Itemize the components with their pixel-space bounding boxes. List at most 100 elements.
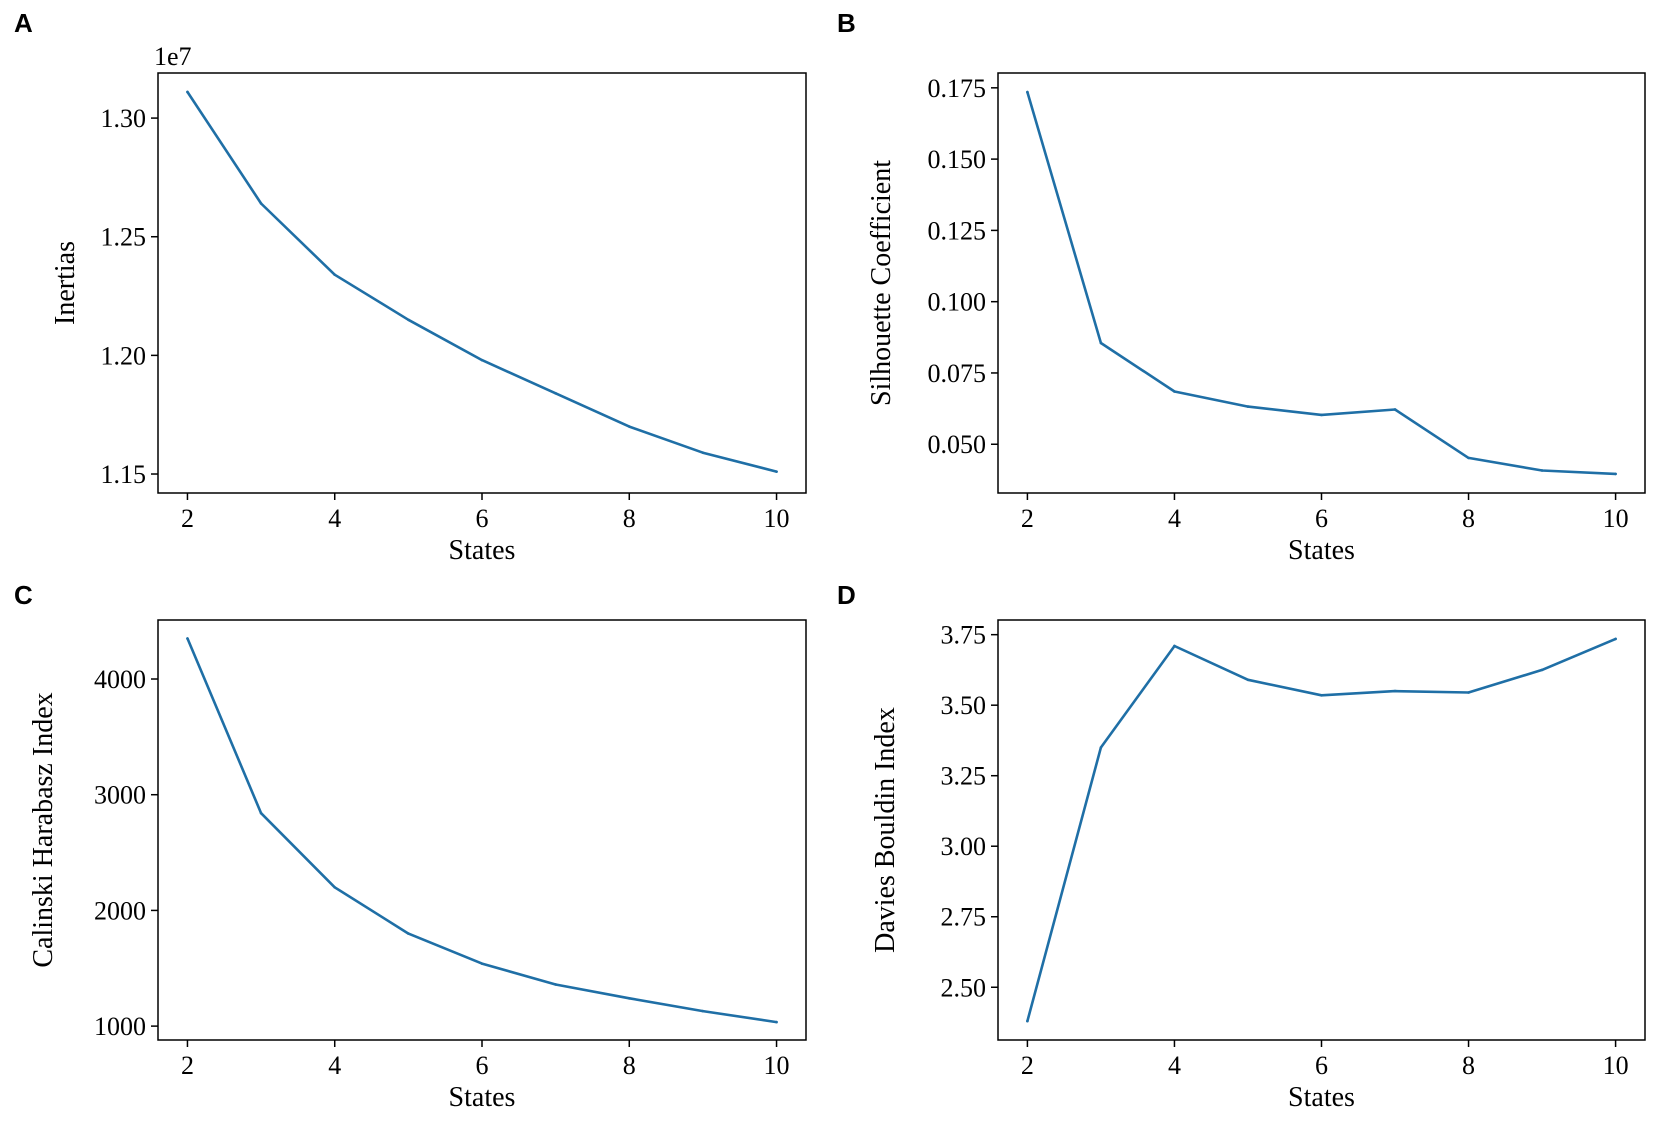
- panel-d-y-tick-label: 3.25: [941, 762, 987, 791]
- panel-b-series-line: [1026, 90, 1617, 476]
- panel-a-data-point: [333, 273, 337, 276]
- panel-b-y-tick-label: 0.150: [928, 145, 987, 174]
- panel-d-x-tick-label: 10: [1603, 1051, 1629, 1080]
- panel-d-data-point: [1099, 746, 1103, 749]
- panel-d-y-tick-label: 2.75: [941, 903, 987, 932]
- panel-d-y-tick-label: 2.50: [941, 973, 987, 1002]
- panel-b-data-point: [1393, 408, 1397, 411]
- panel-a-y-tick-label: 1.25: [101, 223, 147, 252]
- panel-c-data-point: [259, 811, 263, 815]
- panel-c-data-point: [186, 637, 189, 640]
- panel-b-data-point: [1026, 90, 1029, 94]
- panel-a-data-point: [480, 358, 484, 362]
- panel-b-x-tick-label: 8: [1462, 504, 1475, 533]
- panel-a-data-point: [407, 318, 410, 322]
- panel-a-data-point: [259, 202, 263, 205]
- panel-c-y-tick-label: 1000: [94, 1012, 146, 1041]
- panel-b-data-point: [1246, 405, 1250, 408]
- panel-a-y-axis-label: Inertias: [50, 241, 81, 325]
- panel-d-data-point: [1173, 644, 1176, 648]
- panel-b-x-tick-label: 4: [1168, 504, 1181, 533]
- panel-c-data-point: [407, 932, 410, 935]
- panel-b-data-point: [1099, 341, 1103, 345]
- panel-c-x-tick-label: 10: [764, 1051, 790, 1080]
- panel-b-y-tick-label: 0.075: [928, 359, 987, 388]
- panel-c-data-point: [333, 885, 337, 889]
- panel-c-x-axis-label: States: [449, 1082, 516, 1113]
- panel-d-data-point: [1467, 691, 1470, 694]
- panel-c-y-axis-label: Calinski Harabasz Index: [28, 692, 59, 967]
- panel-a-offset-text: 1e7: [154, 42, 192, 71]
- panel-b-data-point: [1173, 390, 1176, 393]
- panel-a-x-tick-label: 8: [623, 504, 636, 533]
- panel-a-data-point: [554, 392, 557, 395]
- panel-d-data-point: [1026, 1019, 1029, 1023]
- panel-d-x-tick-label: 4: [1168, 1051, 1181, 1080]
- panel-c-data-point: [480, 962, 484, 965]
- panel-a-y-tick-label: 1.20: [101, 341, 147, 370]
- panel-a-x-tick-label: 6: [476, 504, 489, 533]
- panel-a-x-tick-label: 4: [328, 504, 341, 533]
- panel-a-data-point: [186, 90, 189, 94]
- panel-a-x-tick-label: 2: [181, 504, 194, 533]
- panel-b-y-tick-label: 0.050: [928, 430, 987, 459]
- panel-c-x-tick-label: 6: [476, 1051, 489, 1080]
- panel-d-letter: D: [837, 580, 856, 610]
- panel-c-x-tick-label: 8: [623, 1051, 636, 1080]
- panel-d-data-point: [1393, 689, 1397, 693]
- panel-a-data-point: [701, 451, 705, 454]
- panel-b-y-axis-label: Silhouette Coefficient: [866, 160, 897, 406]
- panel-a-plot-frame: [157, 72, 807, 494]
- panel-b-plot-frame: [997, 72, 1646, 494]
- panel-b-data-point: [1614, 472, 1617, 476]
- panel-a-x-axis-label: States: [449, 535, 516, 566]
- panel-d-x-tick-label: 8: [1462, 1051, 1475, 1080]
- panel-c-plot-frame: [157, 619, 807, 1041]
- panel-a-x-tick-label: 10: [764, 504, 790, 533]
- panel-b-x-tick-label: 10: [1603, 504, 1629, 533]
- panel-b: B 2 4 6 8 10 0.050 0.075 0.100 0.125 0.150 0.175 St…: [837, 8, 1646, 566]
- panel-b-letter: B: [837, 8, 856, 38]
- panel-b-x-tick-label: 6: [1315, 504, 1328, 533]
- panel-c-letter: C: [14, 580, 33, 610]
- panel-c-x-tick-label: 4: [328, 1051, 341, 1080]
- panel-d: D 2 4 6 8 10 2.50 2.75 3.00 3.25 3.50 3.75 States Da…: [837, 580, 1646, 1113]
- panel-d-data-point: [1320, 694, 1323, 697]
- panel-a-y-tick-label: 1.30: [101, 104, 147, 133]
- panel-d-x-tick-label: 2: [1021, 1051, 1034, 1080]
- panel-c-data-point: [554, 983, 557, 986]
- panel-b-x-axis-label: States: [1288, 535, 1355, 566]
- panel-d-plot-frame: [997, 619, 1646, 1041]
- panel-a: A 2 4 6 8 10 1.15 1.20 1.25 1.30 States Inertias 1e…: [14, 8, 807, 566]
- panel-d-y-tick-label: 3.00: [941, 832, 987, 861]
- panel-d-y-tick-label: 3.50: [941, 691, 987, 720]
- panel-c-y-tick-label: 2000: [94, 896, 146, 925]
- panel-d-data-point: [1540, 668, 1544, 672]
- panel-c-data-point: [775, 1020, 778, 1024]
- panel-c-data-point: [627, 997, 631, 1000]
- panel-b-data-point: [1467, 456, 1470, 460]
- panel-d-x-axis-label: States: [1288, 1082, 1355, 1113]
- panel-b-y-tick-label: 0.175: [928, 74, 987, 103]
- panel-b-y-tick-label: 0.100: [928, 288, 987, 317]
- panel-c-y-tick-label: 3000: [94, 781, 146, 810]
- panel-b-x-tick-label: 2: [1021, 504, 1034, 533]
- panel-d-data-point: [1246, 678, 1250, 682]
- panel-c-x-tick-label: 2: [181, 1051, 194, 1080]
- panel-a-y-tick-label: 1.15: [101, 460, 147, 489]
- panel-a-series-line: [186, 90, 778, 473]
- panel-b-data-point: [1540, 469, 1544, 472]
- panel-d-y-axis-label: Davies Bouldin Index: [870, 707, 901, 953]
- panel-d-data-point: [1614, 637, 1617, 641]
- panel-a-data-point: [627, 425, 631, 428]
- panel-b-y-tick-label: 0.125: [928, 216, 987, 245]
- panel-c: C 2 4 6 8 10 1000 2000 3000 4000 States Calinski H…: [14, 580, 807, 1113]
- panel-b-data-point: [1320, 413, 1323, 417]
- panel-d-y-tick-label: 3.75: [941, 621, 987, 650]
- panel-c-data-point: [701, 1009, 705, 1013]
- panel-a-data-point: [775, 470, 778, 473]
- panel-a-letter: A: [14, 8, 33, 38]
- panel-d-x-tick-label: 6: [1315, 1051, 1328, 1080]
- panel-c-y-tick-label: 4000: [94, 665, 146, 694]
